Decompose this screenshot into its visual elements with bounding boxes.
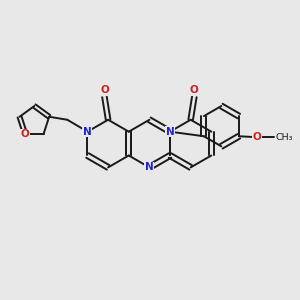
Text: O: O [253, 132, 262, 142]
Text: N: N [83, 127, 92, 137]
Text: O: O [190, 85, 199, 95]
Text: N: N [145, 162, 154, 172]
Text: N: N [166, 127, 174, 137]
Text: O: O [21, 129, 30, 139]
Text: CH₃: CH₃ [275, 133, 293, 142]
Text: O: O [100, 85, 109, 95]
